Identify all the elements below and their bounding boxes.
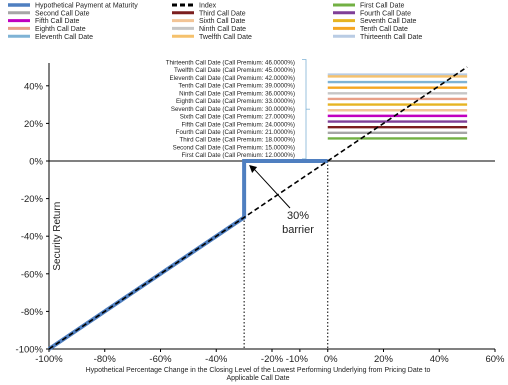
call-premium-label: Eleventh Call Date (Call Premium: 42.000… [169, 75, 295, 82]
x-axis-label: Hypothetical Percentage Change in the Cl… [86, 367, 431, 382]
legend-label: Seventh Call Date [360, 18, 417, 25]
x-tick-label: -40% [205, 354, 228, 365]
call-premium-label: First Call Date (Call Premium: 12.0000%) [182, 152, 295, 159]
call-premium-label: Ninth Call Date (Call Premium: 36.0000%) [179, 90, 295, 97]
x-tick-label: 0% [324, 354, 338, 365]
call-premium-lines [328, 75, 467, 139]
x-tick-label: -80% [94, 354, 117, 365]
legend-label: Ninth Call Date [199, 26, 246, 33]
y-tick-label: 40% [24, 81, 44, 92]
call-premium-label: Eighth Call Date (Call Premium: 33.0000%… [176, 98, 295, 105]
call-premium-label: Second Call Date (Call Premium: 15.0000%… [173, 144, 295, 151]
legend: Hypothetical Payment at Maturity Index Fir… [8, 3, 422, 41]
legend-label: Eleventh Call Date [35, 34, 93, 41]
legend-label: Third Call Date [199, 10, 246, 17]
legend-label: Hypothetical Payment at Maturity [35, 3, 138, 10]
call-premium-label: Thirteenth Call Date (Call Premium: 46.0… [166, 60, 295, 67]
call-premium-label: Sixth Call Date (Call Premium: 27.0000%) [180, 114, 295, 121]
y-tick-label: 0% [29, 157, 43, 168]
x-tick-label: -60% [149, 354, 172, 365]
x-tick-label: 20% [374, 354, 394, 365]
y-tick-label: -60% [21, 269, 44, 280]
legend-label: Thirteenth Call Date [360, 34, 422, 41]
x-tick-label: -100% [35, 354, 63, 365]
legend-label: Fourth Call Date [360, 10, 411, 17]
annotations: 30% barrier [249, 165, 314, 236]
call-premium-labels: Thirteenth Call Date (Call Premium: 46.0… [139, 58, 310, 160]
x-tick-label: 60% [485, 354, 505, 365]
call-premium-label: Tenth Call Date (Call Premium: 39.0000%) [178, 83, 295, 90]
y-tick-label: -40% [21, 232, 44, 243]
legend-label: Second Call Date [35, 10, 90, 17]
y-tick-label: -80% [21, 307, 44, 318]
y-tick-label: -20% [21, 194, 44, 205]
legend-label: Tenth Call Date [360, 26, 408, 33]
barrier-label-line2: barrier [282, 224, 314, 236]
legend-label: Eighth Call Date [35, 26, 86, 33]
x-tick-label: 40% [430, 354, 450, 365]
legend-label: Twelfth Call Date [199, 34, 252, 41]
call-premium-label: Fourth Call Date (Call Premium: 21.0000%… [176, 129, 295, 136]
legend-label: Index [199, 3, 217, 10]
legend-label: Sixth Call Date [199, 18, 245, 25]
call-premium-label: Seventh Call Date (Call Premium: 30.0000… [171, 106, 295, 113]
x-tick-label: -10% [286, 354, 309, 365]
legend-label: First Call Date [360, 3, 404, 10]
call-premium-bracket [302, 60, 306, 159]
legend-label: Fifth Call Date [35, 18, 79, 25]
y-axis-label: Security Return [52, 202, 63, 271]
call-premium-label: Third Call Date (Call Premium: 18.0000%) [179, 137, 295, 144]
barrier-arrow-line [253, 168, 290, 208]
call-premium-label: Twelfth Call Date (Call Premium: 45.0000… [174, 67, 295, 74]
barrier-label-line1: 30% [287, 210, 309, 222]
x-tick-label: -20% [261, 354, 284, 365]
barrier-arrow-head [249, 165, 257, 173]
call-premium-label: Fifth Call Date (Call Premium: 24.0000%) [182, 121, 295, 128]
y-tick-label: 20% [24, 119, 44, 130]
